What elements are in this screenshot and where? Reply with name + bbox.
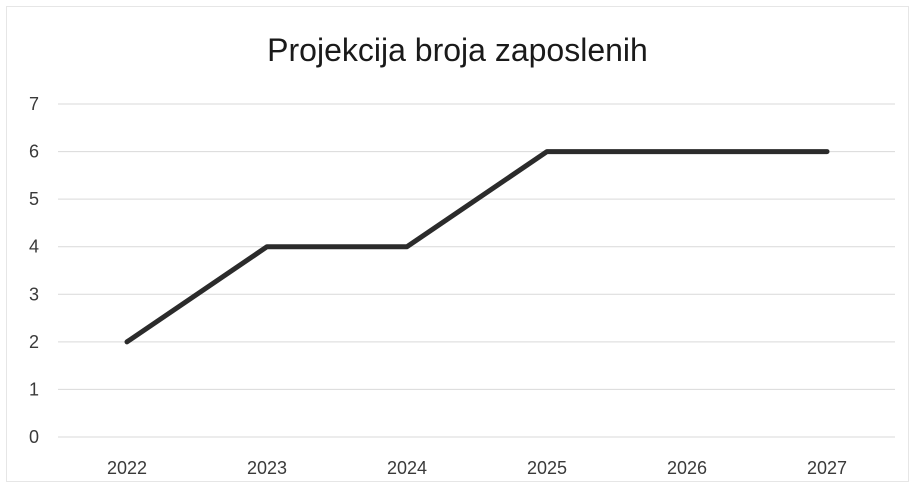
chart-frame [6,6,909,482]
y-tick-label: 1 [29,379,39,399]
y-tick-label: 0 [29,427,39,447]
y-tick-label: 7 [29,94,39,114]
y-tick-label: 4 [29,237,39,257]
x-axis-ticks: 2022 2023 2024 2025 2026 2027 [107,458,847,478]
y-axis-ticks: 0 1 2 3 4 5 6 7 [29,94,39,447]
x-tick-label: 2023 [247,458,287,478]
x-tick-label: 2026 [667,458,707,478]
x-tick-label: 2022 [107,458,147,478]
y-tick-label: 5 [29,189,39,209]
x-tick-label: 2025 [527,458,567,478]
y-tick-label: 3 [29,284,39,304]
series-line-0 [124,149,830,345]
x-tick-label: 2024 [387,458,427,478]
y-tick-label: 6 [29,142,39,162]
x-tick-label: 2027 [807,458,847,478]
series-layer [124,149,830,345]
chart-title: Projekcija broja zaposlenih [267,32,648,68]
y-tick-label: 2 [29,332,39,352]
